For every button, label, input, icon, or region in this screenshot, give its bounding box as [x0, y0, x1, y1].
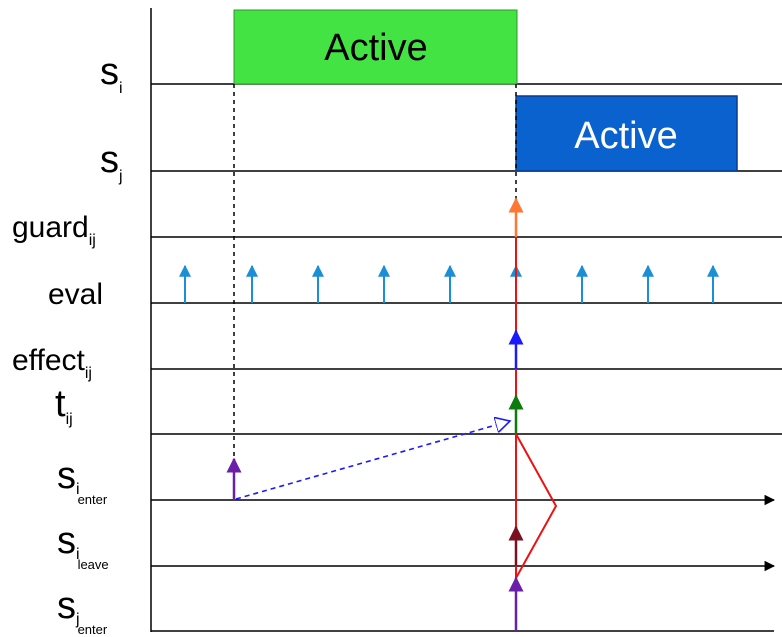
- sj-active-box: Active: [515, 95, 738, 172]
- label-guard: guardij: [12, 211, 96, 249]
- label-tij: tij: [55, 383, 73, 428]
- label-si: si: [100, 51, 123, 97]
- label-si-leave: si leave: [57, 520, 109, 572]
- si-active-box: Active: [233, 9, 518, 85]
- trigger-dashed-arrow: [235, 421, 510, 500]
- eval-ticks: [179, 264, 719, 303]
- sj-active-label: Active: [574, 115, 677, 157]
- label-sj: sj: [100, 139, 123, 185]
- label-si-enter: si enter: [57, 455, 108, 507]
- label-sj-enter: sj enter: [57, 585, 108, 637]
- label-eval: eval: [48, 278, 103, 311]
- lane-labels: si sj guardij eval effectij tij si enter …: [12, 51, 123, 637]
- label-effect: effectij: [12, 344, 92, 382]
- si-active-label: Active: [324, 27, 427, 69]
